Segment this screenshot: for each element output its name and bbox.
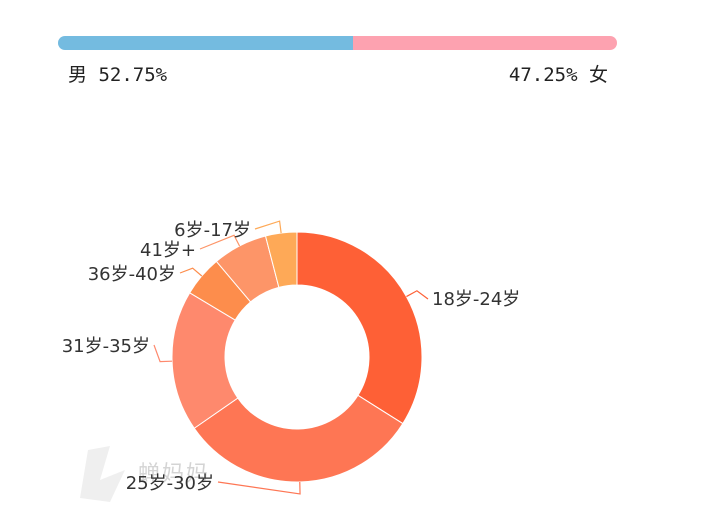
slice-label: 25岁-30岁: [126, 473, 214, 494]
slice-label: 31岁-35岁: [62, 336, 150, 357]
male-percent: 52.75%: [98, 64, 168, 86]
label-leader-line: [406, 290, 429, 300]
slice-label: 41岁+: [140, 240, 196, 261]
label-leader-line: [254, 220, 282, 234]
label-leader-line: [199, 234, 241, 250]
male-gender-text: 男: [68, 64, 88, 86]
female-percent: 47.25%: [508, 64, 578, 86]
label-leader-line: [217, 481, 301, 495]
slice-label: 36岁-40岁: [88, 264, 176, 285]
male-segment: [58, 36, 353, 50]
female-label: 47.25% 女: [509, 60, 608, 87]
female-segment: [352, 36, 617, 50]
label-leader-line: [179, 267, 203, 277]
label-leader-line: [153, 344, 173, 363]
slice-label: 18岁-24岁: [432, 289, 520, 310]
female-gender-text: 女: [588, 64, 608, 86]
slice-label: 6岁-17岁: [174, 220, 251, 241]
male-label: 男 52.75%: [68, 60, 167, 87]
donut-slice[interactable]: [193, 394, 404, 483]
watermark-text: 蝉妈妈: [138, 462, 211, 487]
gender-ratio-bar: [58, 36, 617, 50]
donut-slice[interactable]: [264, 231, 298, 288]
watermark-logo-icon: [80, 446, 125, 502]
donut-slice[interactable]: [296, 231, 423, 425]
